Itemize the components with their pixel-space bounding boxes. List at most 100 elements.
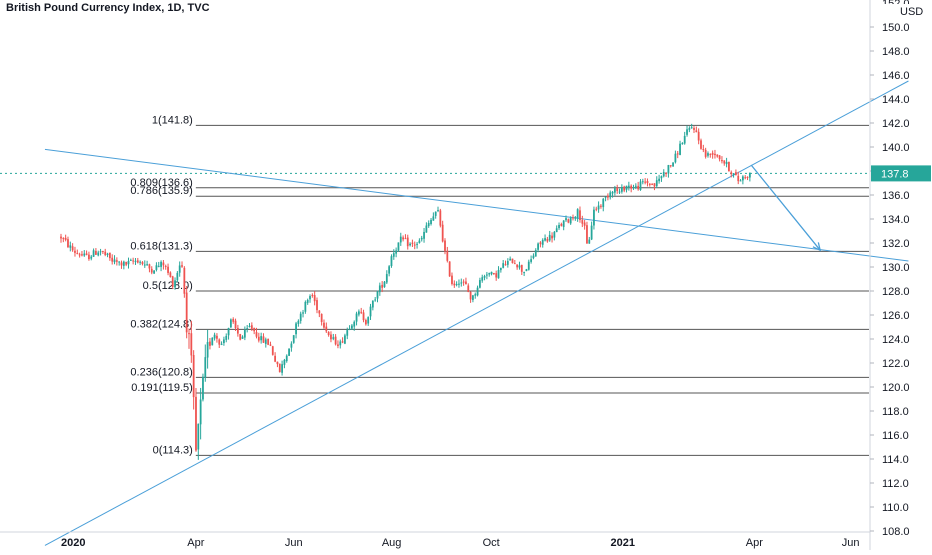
candle-body [125,261,128,265]
candle-body [378,285,381,293]
candle-body [623,186,626,191]
candle-body [171,276,174,287]
candle-body [655,180,658,187]
candle-body [562,220,565,227]
candle-body [234,320,237,328]
candle-body [467,285,470,293]
projection-arrow-head [812,242,822,252]
candle-body [513,263,516,265]
candle-body [546,238,549,242]
candle-body [253,327,256,332]
candle-body [269,344,272,346]
candle-body [490,271,493,275]
candle-body [593,209,595,226]
candle-body [748,172,751,178]
candle-body [455,284,458,286]
trendline-falling-resistance [44,148,909,262]
candle-body [248,325,251,327]
candle-body [437,210,439,212]
candle-body [395,250,398,254]
candle-body [679,143,681,155]
y-tick-label: 112.0 [882,478,909,490]
candle-body [495,273,498,278]
candle-body [204,357,207,378]
candle-body [695,130,698,133]
candle-body [425,225,428,233]
candle-body [351,325,353,329]
candle-body [476,287,479,296]
candle-body [732,173,735,175]
candle-body [669,165,672,167]
candle-body [262,336,265,343]
candle-body [485,274,488,276]
candle-body [285,355,288,362]
candle-body [111,257,114,262]
candle-body [492,272,495,274]
candle-body [506,261,509,265]
candle-body [374,299,377,301]
candle-layer [60,123,751,460]
candle-body [567,219,570,223]
candle-body [627,185,630,187]
candle-body [62,237,65,239]
candle-body [423,231,425,239]
candle-body [697,131,700,141]
x-tick-label: Apr [746,537,763,549]
candle-body [409,243,411,246]
candle-body [211,337,214,346]
trendline-rising-support [44,80,909,546]
candle-body [83,253,86,256]
candle-body [355,313,358,322]
candle-body [525,269,528,272]
candle-body [658,178,661,182]
candle-body [250,325,253,329]
candle-body [620,187,623,192]
candle-body [681,143,684,145]
candle-body [381,284,384,288]
candle-body [344,335,346,344]
candle-body [427,222,430,227]
candle-body [197,423,200,450]
candle-body [227,327,230,336]
y-tick-label: 130.0 [882,262,910,274]
x-tick-label: Jun [285,537,303,549]
x-tick-label: Oct [483,537,500,549]
candle-body [332,337,335,339]
candle-body [448,261,451,277]
candle-body [146,264,149,266]
candle-body [371,300,374,308]
candle-body [229,319,232,328]
candle-body [439,210,442,226]
candle-body [488,273,491,275]
candle-body [434,211,437,216]
candle-body [718,155,721,160]
candle-body [404,238,407,240]
candle-body [276,361,279,365]
y-tick-label: 144.0 [882,94,910,106]
candle-body [241,336,244,339]
candle-body [236,327,239,334]
candle-body [99,251,102,253]
candle-body [539,242,542,245]
candle-body [420,237,423,240]
x-tick-label: 2021 [611,537,635,549]
candle-body [600,205,602,207]
candle-body [711,152,714,155]
candle-body [118,261,121,263]
candle-body [311,294,314,296]
candle-body [67,239,69,248]
candle-body [243,329,246,338]
candle-body [108,252,111,259]
y-tick-label: 110.0 [882,502,909,514]
candle-body [122,261,125,266]
candle-body [143,264,146,266]
candle-body [569,218,572,224]
candle-body [413,244,416,246]
candle-body [581,220,584,224]
candle-body [744,177,747,179]
candle-body [134,260,137,262]
candle-body [509,258,512,261]
candle-body [223,339,225,344]
candle-body [590,225,593,240]
candle-body [693,127,695,130]
